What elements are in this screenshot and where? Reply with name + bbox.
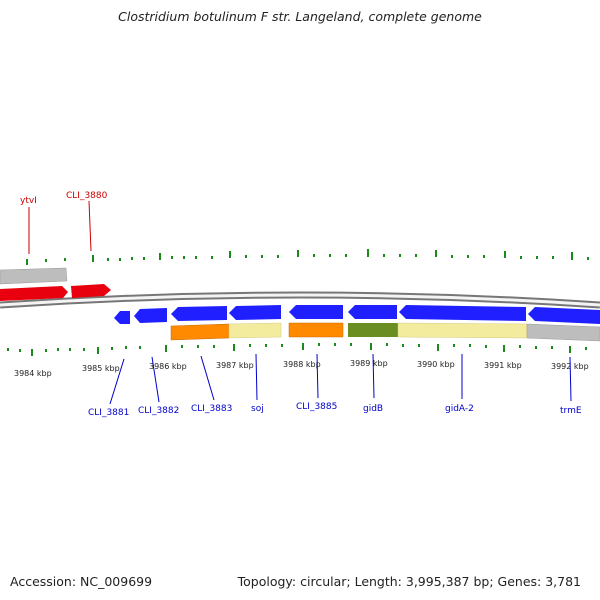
gene-CLI_3882[interactable] [134, 308, 167, 323]
gene-label-CLI_3883[interactable]: CLI_3883 [191, 404, 232, 414]
scale-label: 3987 kbp [216, 361, 254, 370]
gene-CLI_3883[interactable] [171, 306, 227, 321]
gene-label-ytvI[interactable]: ytvI [20, 196, 37, 206]
gene-CLI_3880[interactable] [71, 284, 111, 298]
genome-backbone-inner [0, 293, 600, 307]
gene-label-soj[interactable]: soj [251, 404, 264, 414]
reverse-gene-labels: CLI_3881 CLI_3882 CLI_3883 soj CLI_3885 … [88, 353, 582, 418]
genome-title: Clostridium botulinum F str. Langeland, … [118, 9, 482, 24]
feature-olive [348, 323, 398, 337]
gene-soj[interactable] [229, 305, 281, 320]
lower-tick-track [7, 343, 587, 356]
feature-orange-2 [288, 322, 344, 338]
scale-label: 3991 kbp [484, 361, 522, 370]
gene-trmE[interactable] [528, 307, 600, 324]
feature-yellow-1 [228, 322, 282, 339]
gene-CLI_3885[interactable] [289, 305, 343, 319]
gene-label-gidA-2[interactable]: gidA-2 [445, 404, 474, 414]
gene-label-CLI_3885[interactable]: CLI_3885 [296, 402, 337, 412]
scale-label: 3985 kbp [82, 364, 120, 373]
gene-CLI_3881[interactable] [114, 311, 130, 324]
topology-summary: Topology: circular; Length: 3,995,387 bp… [237, 574, 581, 589]
gene-label-CLI_3880[interactable]: CLI_3880 [66, 191, 108, 201]
scale-label: 3988 kbp [283, 360, 321, 369]
gene-label-CLI_3881[interactable]: CLI_3881 [88, 408, 129, 418]
gene-label-gidB[interactable]: gidB [363, 404, 383, 414]
accession-text: Accession: NC_009699 [10, 574, 153, 589]
gene-gidB[interactable] [348, 305, 397, 319]
gene-label-trmE[interactable]: trmE [560, 406, 582, 416]
gene-label-CLI_3882[interactable]: CLI_3882 [138, 406, 179, 416]
forward-gene-labels: ytvI CLI_3880 [20, 191, 108, 254]
gene-ytvI[interactable] [0, 286, 68, 301]
scale-labels: 3984 kbp 3985 kbp 3986 kbp 3987 kbp 3988… [14, 359, 589, 378]
gene-gidA-2[interactable] [399, 305, 526, 321]
upper-tick-track [26, 249, 589, 265]
feature-orange-1 [170, 323, 230, 341]
feature-grey [526, 323, 600, 342]
feature-yellow-2 [397, 322, 528, 339]
scale-label: 3986 kbp [149, 362, 187, 371]
scale-label: 3984 kbp [14, 369, 52, 378]
scale-label: 3989 kbp [350, 359, 388, 368]
gene-ytvI-grey[interactable] [0, 267, 68, 285]
scale-label: 3990 kbp [417, 360, 455, 369]
